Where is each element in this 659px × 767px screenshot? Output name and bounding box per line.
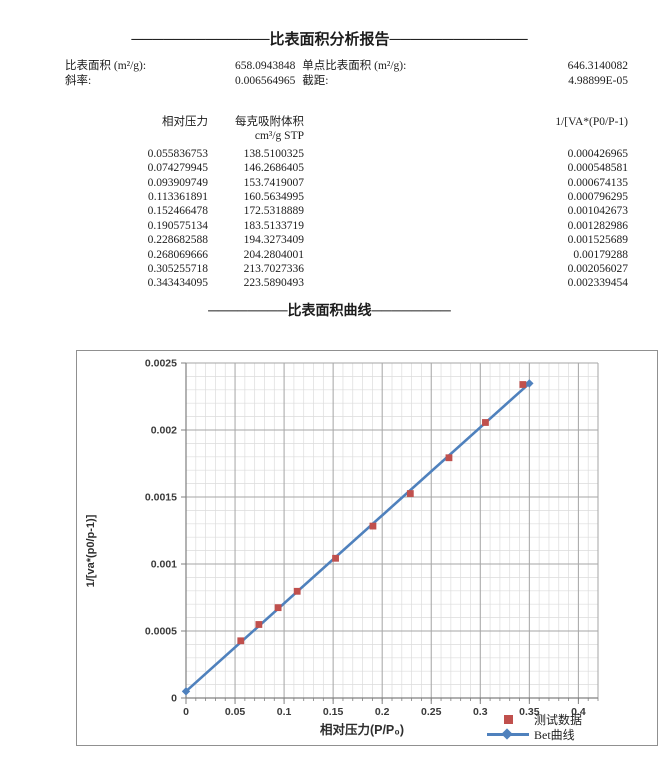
summary-row: 比表面积 (m²/g): 658.0943848 单点比表面积 (m²/g): … bbox=[65, 59, 628, 74]
legend-square-marker-icon bbox=[503, 715, 513, 724]
table-cell: 0.190575134 bbox=[147, 219, 208, 232]
data-point-marker bbox=[237, 637, 245, 645]
chart-legend: 测试数据 Bet曲线 bbox=[487, 712, 582, 742]
y-tick-label: 0.0005 bbox=[145, 626, 177, 638]
bet-chart: 0 0.05 0.1 0.15 0.2 0.25 0.3 0.35 0.4 0 0.0005 0.00… bbox=[76, 350, 658, 746]
legend-label-test-data: 测试数据 bbox=[534, 713, 583, 727]
table-cell: 0.074279945 bbox=[147, 162, 208, 175]
data-point-marker bbox=[332, 554, 339, 562]
x-axis-title: 相对压力(P/P₀) bbox=[319, 723, 405, 737]
value-slope: 0.006564965 bbox=[235, 75, 296, 87]
column-header-bet-term: 1/[VA*(P0/P-1) bbox=[555, 116, 628, 128]
x-tick-label: 0.15 bbox=[323, 706, 344, 718]
table-cell: 0.228682588 bbox=[147, 234, 208, 247]
label-intercept: 截距: bbox=[302, 75, 329, 87]
table-cell: 0.000548581 bbox=[567, 162, 628, 175]
table-cell: 0.055836753 bbox=[147, 147, 208, 160]
x-tick-label: 0.2 bbox=[375, 706, 390, 718]
table-cell: 172.5318889 bbox=[243, 205, 304, 218]
table-unit-row: cm³/g STP bbox=[0, 129, 628, 143]
column-header-relative-pressure: 相对压力 bbox=[162, 116, 208, 128]
table-cell: 0.113361891 bbox=[148, 190, 208, 203]
legend-label-bet-curve: Bet曲线 bbox=[534, 728, 575, 742]
table-cell: 204.2804001 bbox=[243, 248, 304, 261]
column-unit-label: cm³/g STP bbox=[254, 130, 304, 143]
table-cell: 0.001042673 bbox=[567, 205, 628, 218]
data-point-marker bbox=[369, 522, 377, 530]
x-tick-label: 0 bbox=[183, 706, 189, 718]
table-cell: 138.5100325 bbox=[243, 147, 304, 160]
data-point-marker bbox=[445, 454, 453, 462]
summary-block: 比表面积 (m²/g): 658.0943848 单点比表面积 (m²/g): … bbox=[65, 59, 628, 89]
label-surface-area: 比表面积 (m²/g): bbox=[65, 60, 147, 72]
report-title: ─────────────比表面积分析报告───────────── bbox=[131, 32, 528, 48]
x-tick-label: 0.35 bbox=[519, 706, 540, 718]
table-cell: 0.002339454 bbox=[567, 277, 628, 290]
data-point-marker bbox=[519, 381, 527, 388]
table-cell: 213.7027336 bbox=[243, 262, 304, 275]
table-cell: 0.001525689 bbox=[567, 234, 628, 247]
table-row: 0.055836753 138.5100325 0.000426965 bbox=[0, 147, 628, 161]
data-point-marker bbox=[274, 604, 282, 612]
table-row: 0.190575134 183.5133719 0.001282986 bbox=[0, 219, 628, 233]
data-point-marker bbox=[255, 621, 263, 628]
table-row: 0.305255718 213.7027336 0.002056027 bbox=[0, 262, 628, 276]
y-tick-label: 0.0025 bbox=[145, 358, 177, 370]
x-tick-label: 0.25 bbox=[421, 706, 442, 718]
table-cell: 0.000674135 bbox=[567, 176, 628, 189]
label-slope: 斜率: bbox=[65, 75, 92, 87]
value-intercept: 4.98899E-05 bbox=[568, 75, 628, 87]
label-single-point-surface-area: 单点比表面积 (m²/g): bbox=[302, 60, 407, 72]
table-cell: 0.000426965 bbox=[567, 147, 628, 160]
x-tick-label: 0.1 bbox=[277, 706, 292, 718]
y-axis-title: 1/[va*(p0/p-1)] bbox=[85, 514, 97, 588]
table-cell: 0.343434095 bbox=[147, 277, 208, 290]
table-body: 0.055836753 138.5100325 0.000426965 0.07427… bbox=[0, 147, 628, 291]
y-tick-label: 0.001 bbox=[151, 559, 177, 571]
table-cell: 0.268069666 bbox=[147, 248, 208, 261]
legend-line-marker-icon bbox=[487, 728, 529, 740]
table-cell: 0.00179288 bbox=[573, 248, 628, 261]
curve-title: ────────比表面积曲线──────── bbox=[208, 304, 451, 319]
table-cell: 0.001282986 bbox=[567, 219, 628, 232]
table-row: 0.343434095 223.5890493 0.002339454 bbox=[0, 276, 628, 290]
table-cell: 0.152466478 bbox=[147, 205, 208, 218]
table-row: 0.113361891 160.5634995 0.000796295 bbox=[0, 190, 628, 204]
legend-diamond-icon bbox=[501, 728, 513, 740]
table-row: 0.228682588 194.3273409 0.001525689 bbox=[0, 233, 628, 247]
data-point-marker bbox=[293, 587, 301, 595]
x-tick-label: 0.05 bbox=[225, 706, 246, 718]
summary-row: 斜率: 0.006564965 截距: 4.98899E-05 bbox=[65, 74, 628, 89]
table-cell: 0.305255718 bbox=[147, 262, 208, 275]
column-header-adsorbed-volume: 每克吸附体积 bbox=[235, 116, 304, 128]
table-cell: 160.5634995 bbox=[243, 190, 304, 203]
legend-item-bet-curve: Bet曲线 bbox=[487, 727, 582, 742]
y-tick-label: 0.0015 bbox=[145, 492, 177, 504]
table-cell: 0.002056027 bbox=[567, 262, 628, 275]
table-cell: 183.5133719 bbox=[243, 219, 304, 232]
table-row: 0.093909749 153.7419007 0.000674135 bbox=[0, 176, 628, 190]
data-point-marker bbox=[482, 419, 489, 426]
x-tick-label: 0.4 bbox=[571, 706, 586, 718]
bet-chart-plot: 0 0.05 0.1 0.15 0.2 0.25 0.3 0.35 0.4 0 0.0005 0.00… bbox=[145, 358, 599, 718]
y-tick-label: 0.002 bbox=[151, 425, 177, 437]
table-row: 0.074279945 146.2686405 0.000548581 bbox=[0, 161, 628, 175]
table-cell: 153.7419007 bbox=[243, 176, 304, 189]
x-tick-label: 0.3 bbox=[473, 706, 488, 718]
data-table: 相对压力 每克吸附体积 1/[VA*(P0/P-1) cm³/g STP 0.0… bbox=[0, 115, 628, 291]
table-cell: 146.2686405 bbox=[243, 162, 304, 175]
table-header-row: 相对压力 每克吸附体积 1/[VA*(P0/P-1) bbox=[0, 115, 628, 129]
table-cell: 0.093909749 bbox=[147, 176, 208, 189]
table-cell: 223.5890493 bbox=[243, 277, 304, 290]
table-row: 0.152466478 172.5318889 0.001042673 bbox=[0, 204, 628, 218]
table-cell: 0.000796295 bbox=[567, 190, 628, 203]
value-single-point-surface-area: 646.3140082 bbox=[567, 60, 628, 72]
value-surface-area: 658.0943848 bbox=[235, 60, 296, 72]
data-point-marker bbox=[406, 490, 414, 497]
table-cell: 194.3273409 bbox=[243, 234, 304, 247]
legend-item-test-data: 测试数据 bbox=[487, 712, 582, 727]
y-tick-label: 0 bbox=[171, 693, 177, 705]
table-row: 0.268069666 204.2804001 0.00179288 bbox=[0, 248, 628, 262]
